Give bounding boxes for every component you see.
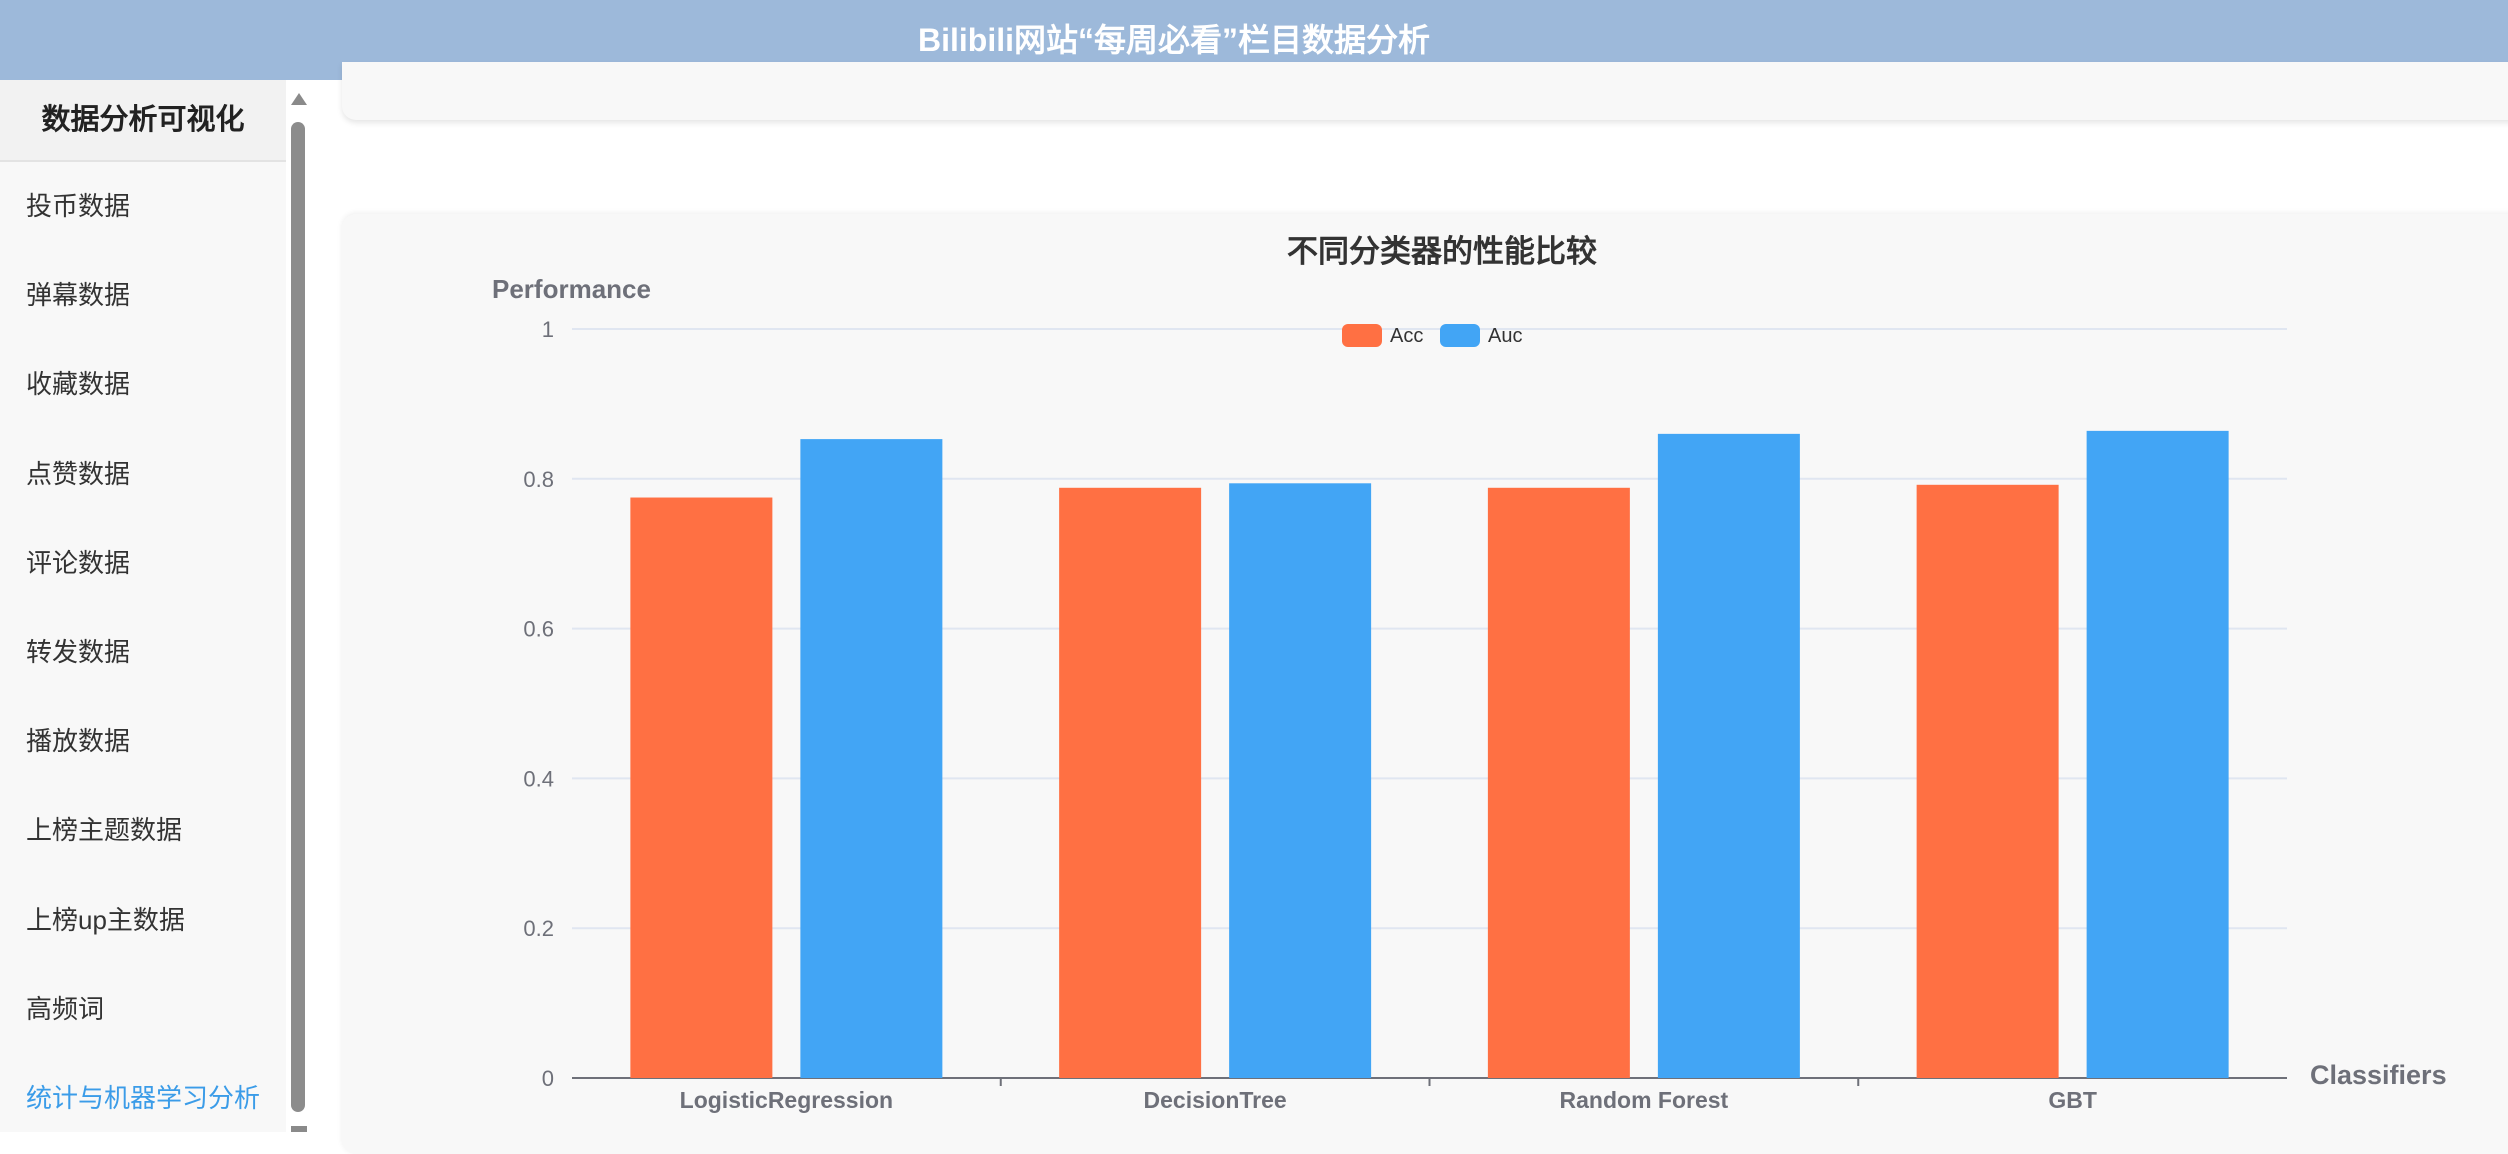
- y-tick-label: 0.2: [523, 916, 554, 941]
- bar-acc: [1487, 487, 1630, 1079]
- sidebar: 数据分析可视化 投币数据 弹幕数据 收藏数据 点赞数据 评论数据 转发数据 播放…: [0, 80, 288, 1132]
- previous-chart-panel: [342, 62, 2508, 120]
- x-tick-label: Random Forest: [1560, 1087, 1729, 1113]
- legend-swatch-auc: [1440, 324, 1480, 347]
- bar-acc: [630, 497, 773, 1078]
- sidebar-menu: 投币数据 弹幕数据 收藏数据 点赞数据 评论数据 转发数据 播放数据 上榜主题数…: [0, 162, 286, 1132]
- sidebar-item-ml-analysis[interactable]: 统计与机器学习分析: [26, 1082, 261, 1113]
- chart-title: 不同分类器的性能比较: [1287, 234, 1597, 269]
- legend-label-acc: Acc: [1390, 325, 1423, 347]
- x-tick-label: DecisionTree: [1144, 1087, 1287, 1113]
- bar-auc: [1229, 483, 1372, 1078]
- y-tick-label: 0.8: [523, 467, 554, 492]
- x-axis-label: Classifiers: [2310, 1060, 2447, 1090]
- sidebar-item-shares[interactable]: 转发数据: [26, 636, 131, 667]
- x-tick-label: LogisticRegression: [680, 1087, 893, 1113]
- sidebar-item-favorites[interactable]: 收藏数据: [26, 369, 131, 400]
- app-title: Bilibili网站“每周必看”栏目数据分析: [917, 22, 1430, 58]
- chart-panel: 不同分类器的性能比较 Performance Classifiers 0 0.2 0.4 0…: [342, 214, 2508, 1154]
- bar-auc: [800, 439, 943, 1078]
- bar-acc: [1916, 484, 2059, 1078]
- y-tick-label: 0: [542, 1066, 554, 1091]
- scroll-down-arrow-icon[interactable]: [291, 1126, 307, 1132]
- scroll-thumb[interactable]: [291, 122, 305, 1112]
- y-tick-label: 0.4: [523, 766, 554, 791]
- sidebar-scrollbar[interactable]: [286, 80, 312, 1132]
- bar-auc: [2086, 430, 2229, 1078]
- classifier-performance-chart: 不同分类器的性能比较 Performance Classifiers 0 0.2 0.4 0…: [492, 234, 2447, 1113]
- sidebar-item-plays[interactable]: 播放数据: [26, 726, 131, 757]
- x-tick-label: GBT: [2048, 1087, 2097, 1113]
- sidebar-item-likes[interactable]: 点赞数据: [26, 458, 131, 489]
- sidebar-item-comments[interactable]: 评论数据: [26, 547, 131, 578]
- y-axis-label: Performance: [492, 274, 651, 304]
- scroll-up-arrow-icon[interactable]: [291, 93, 307, 105]
- sidebar-title: 数据分析可视化: [0, 80, 286, 162]
- sidebar-item-coins[interactable]: 投币数据: [26, 191, 131, 221]
- sidebar-item-danmaku[interactable]: 弹幕数据: [26, 280, 131, 311]
- legend-swatch-acc: [1342, 324, 1382, 347]
- bar-auc: [1657, 433, 1800, 1078]
- sidebar-item-topics[interactable]: 上榜主题数据: [26, 815, 183, 846]
- y-tick-label: 1: [542, 317, 554, 342]
- sidebar-item-frequent-words[interactable]: 高频词: [26, 993, 105, 1024]
- y-tick-label: 0.6: [523, 617, 554, 642]
- bar-acc: [1059, 487, 1202, 1079]
- legend-label-auc: Auc: [1488, 325, 1522, 347]
- sidebar-item-uploaders[interactable]: 上榜up主数据: [26, 904, 185, 935]
